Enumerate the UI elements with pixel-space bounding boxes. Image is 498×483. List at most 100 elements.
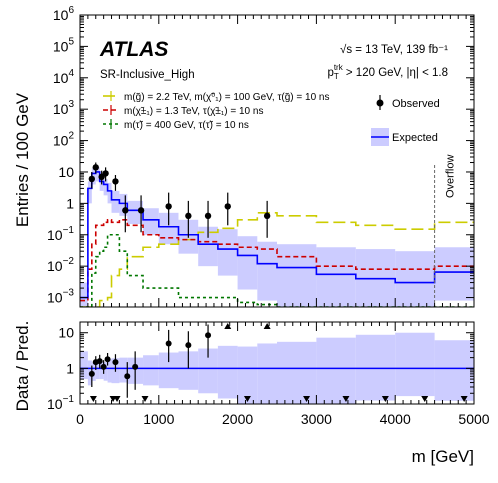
ratio-band-bin (143, 355, 159, 386)
ratio-point (96, 358, 103, 365)
ratio-band-bin (178, 351, 199, 390)
observed-point (122, 207, 129, 214)
x-axis: 0 1000 2000 3000 4000 5000 (76, 15, 490, 427)
observed-point (263, 212, 271, 220)
y-tick-label: 103 (53, 99, 75, 117)
legend-observed-entry: Observed (376, 95, 440, 110)
signal-legend: m(g̃) = 2.2 TeV, m(χ̃⁰₁) = 100 GeV, τ(g̃… (103, 91, 329, 131)
y-tick-label: 106 (53, 5, 75, 23)
ratio-down-arrow (421, 396, 429, 402)
region-label: SR-Inclusive_High (100, 69, 195, 81)
ratio-band-bin (95, 363, 100, 380)
ratio-down-arrow (381, 396, 389, 402)
energy-label: √s = 13 TeV, 139 fb⁻¹ (340, 43, 448, 56)
band-bin (395, 251, 435, 307)
ratio-band-bin (257, 343, 277, 404)
ratio-point (100, 363, 107, 370)
ratio-points (88, 324, 212, 398)
band-bin (316, 247, 356, 307)
legend-observed-label: Observed (392, 98, 440, 110)
ratio-band-bin (434, 340, 474, 401)
ratio-up-arrow (263, 323, 271, 329)
ratio-y-axis-label: Data / Pred. (13, 321, 32, 412)
signal-histogram-2 (80, 218, 474, 302)
band-bin (143, 208, 159, 235)
legend-observed-marker (376, 99, 384, 107)
y-tick-label: 10−3 (47, 288, 74, 306)
x-tick-label: 2000 (222, 411, 253, 427)
y-tick-label: 104 (53, 68, 75, 86)
observed-point (88, 175, 96, 183)
y-tick-label: 105 (53, 36, 75, 54)
ratio-band-bin (198, 348, 218, 394)
y-tick-label: 10 (58, 164, 74, 180)
band-bin (107, 182, 112, 204)
ratio-down-arrow (303, 396, 311, 402)
x-tick-label: 1000 (143, 411, 174, 427)
ratio-band-bin (217, 345, 238, 399)
ratio-y-tick-label: 10−1 (47, 394, 74, 412)
ratio-down-arrow (342, 396, 350, 402)
observed-point (137, 207, 145, 214)
ratio-band-bin (237, 346, 258, 404)
band-bin (103, 178, 108, 196)
y-tick-label: 10−1 (47, 225, 74, 243)
y-tick-label: 10−2 (47, 256, 74, 274)
band-bin (434, 247, 474, 301)
observed-point (185, 212, 192, 220)
observed-point (92, 164, 99, 171)
signal-histogram-3 (80, 233, 474, 307)
ratio-down-arrow (141, 396, 149, 402)
ratio-up-arrow (224, 323, 232, 329)
ratio-axes: 10−1 1 10 (47, 325, 474, 412)
ratio-panel: 10−1 1 10 (47, 321, 475, 412)
band-bin (237, 236, 258, 290)
main-axes: 10−3 10−2 10−1 1 10 102 103 104 105 106 (47, 5, 474, 306)
y-tick-label: 102 (53, 131, 75, 149)
legend-signal-label: m(χ̃±₁) = 1.3 TeV, τ(χ̃±₁) = 10 ns (124, 106, 263, 117)
ratio-down-arrow (113, 396, 121, 402)
ratio-band-bin (119, 357, 128, 383)
observed-point (112, 178, 119, 185)
main-panel: Overflow 10−310−210−1110102103104105106 … (47, 5, 475, 308)
main-y-axis-label: Entries / 100 GeV (13, 92, 32, 227)
ratio-band-bin (80, 351, 88, 380)
band-bin (119, 193, 128, 216)
ratio-point (165, 340, 172, 347)
observed-point (204, 212, 212, 220)
ratio-band-bin (99, 362, 104, 380)
band-bin (127, 200, 144, 225)
cut-label: pTtrk > 120 GeV, |η| < 1.8 (328, 63, 448, 81)
observed-point (102, 170, 109, 177)
ratio-point (112, 359, 119, 366)
band-bin (87, 181, 92, 204)
ratio-arrows (89, 323, 468, 402)
ratio-point (185, 342, 192, 349)
ratio-uncertainty-band (80, 332, 474, 404)
x-tick-label: 5000 (458, 411, 489, 427)
ratio-down-arrow (460, 396, 468, 402)
ratio-down-arrow (89, 396, 97, 402)
x-tick-label: 4000 (380, 411, 411, 427)
x-axis-label: m [GeV] (412, 447, 474, 466)
band-bin (257, 241, 277, 301)
y-tick-label: 1 (66, 195, 74, 211)
x-tick-label: 3000 (301, 411, 332, 427)
experiment-label: ATLAS (99, 38, 168, 61)
ratio-band-bin (395, 332, 435, 397)
observed-points (88, 162, 271, 238)
legend-expected-entry: Expected (371, 128, 438, 146)
ratio-point (205, 332, 212, 339)
legend-expected-label: Expected (392, 132, 438, 144)
x-tick-label: 0 (76, 411, 84, 427)
band-bin (111, 190, 120, 213)
ratio-y-tick-label: 1 (66, 360, 74, 376)
expected-histogram (80, 171, 474, 299)
band-bin (198, 226, 218, 267)
ratio-band-bin (103, 362, 108, 381)
observed-point (165, 203, 172, 210)
ratio-y-tick-label: 10 (58, 325, 74, 341)
expected-line (80, 171, 474, 299)
ratio-point (132, 363, 139, 370)
